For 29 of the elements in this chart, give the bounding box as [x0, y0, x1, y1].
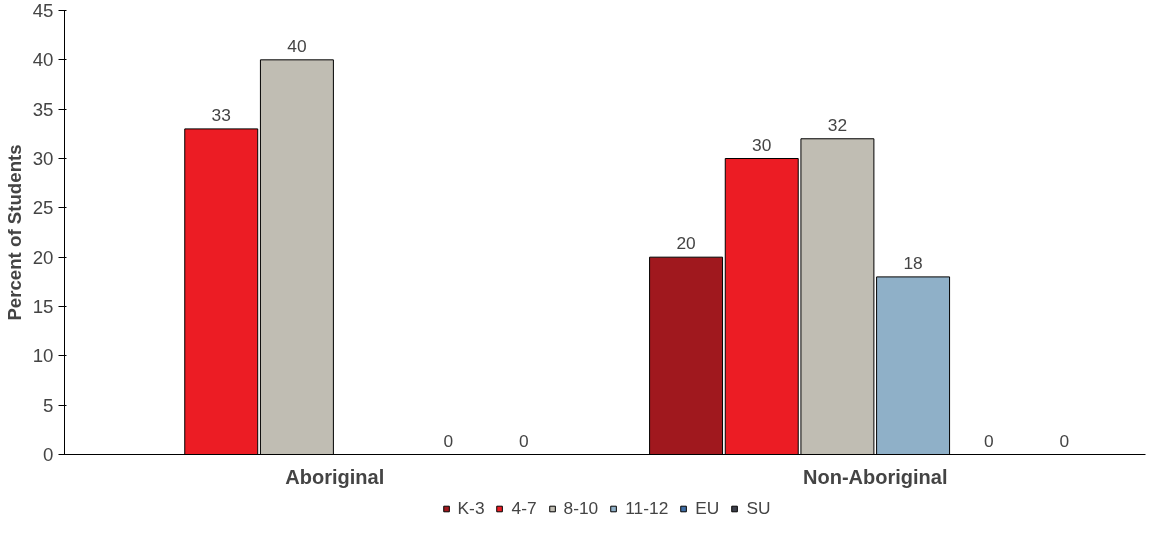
- legend-label: SU: [746, 497, 771, 519]
- data-label: 0: [443, 430, 454, 451]
- y-tick-label: 5: [43, 394, 54, 416]
- data-label: 0: [983, 430, 994, 451]
- data-label: 20: [676, 233, 696, 254]
- legend-label: 8-10: [563, 497, 599, 519]
- data-label: 0: [519, 430, 529, 451]
- data-label: 33: [211, 104, 231, 125]
- y-tick-label: 40: [32, 49, 54, 71]
- x-tick-label: Non-Aboriginal: [803, 465, 948, 488]
- data-label: 32: [827, 114, 848, 135]
- legend-label: 11-12: [625, 497, 669, 519]
- y-tick-label: 20: [32, 246, 54, 268]
- data-label: 0: [1059, 430, 1070, 451]
- legend-label: 4-7: [511, 497, 537, 519]
- y-tick-label: 10: [32, 345, 54, 367]
- y-tick-label: 0: [43, 444, 54, 465]
- y-tick-label: 35: [32, 98, 54, 120]
- data-label: 18: [903, 252, 923, 273]
- data-label: 40: [287, 35, 307, 56]
- y-tick-label: 30: [32, 148, 54, 169]
- y-tick-label: 45: [32, 0, 54, 21]
- y-tick-label: 25: [32, 197, 54, 219]
- legend-label: EU: [695, 497, 720, 519]
- legend-label: K-3: [457, 497, 485, 519]
- x-tick-label: Aboriginal: [285, 465, 385, 488]
- y-tick-label: 15: [32, 296, 54, 317]
- data-label: 30: [752, 134, 772, 155]
- y-axis-title: Percent of Students: [3, 144, 25, 321]
